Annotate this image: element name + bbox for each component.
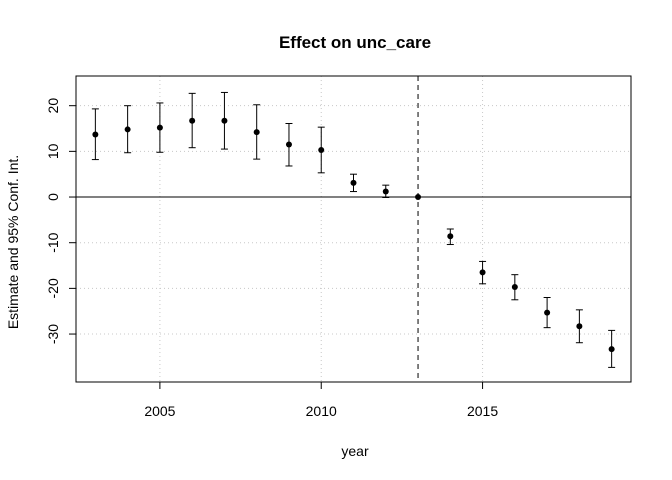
reference-lines: [76, 76, 631, 382]
data-point-group: [220, 91, 228, 150]
y-tick-label: 10: [45, 143, 61, 159]
estimate-point: [511, 284, 518, 291]
estimate-point: [92, 131, 99, 138]
data-point-group: [156, 102, 164, 153]
estimate-point: [350, 179, 357, 186]
data-point-group: [575, 309, 583, 344]
estimate-point: [479, 269, 486, 276]
x-axis-label: year: [341, 443, 369, 459]
data-point-group: [415, 194, 422, 201]
data-point-group: [253, 104, 261, 160]
estimate-point: [576, 323, 583, 330]
estimate-point: [447, 233, 454, 240]
data-point-group: [511, 274, 519, 301]
data-point-group: [317, 126, 325, 174]
data-point-group: [124, 105, 132, 154]
plot-frame: [75, 75, 632, 383]
data-point-group: [446, 228, 454, 246]
data-point-group: [479, 260, 487, 285]
estimate-point: [318, 146, 325, 153]
data-point-group: [285, 122, 293, 167]
estimate-point: [189, 117, 196, 124]
estimate-point: [221, 117, 228, 124]
data-points: [91, 91, 616, 368]
estimate-point: [608, 346, 615, 353]
estimate-point: [253, 129, 260, 136]
y-tick-label: 0: [45, 193, 61, 201]
data-point-group: [188, 92, 196, 149]
data-point-group: [350, 173, 357, 193]
x-tick-label: 2005: [144, 403, 175, 419]
estimate-point: [156, 124, 163, 131]
grid-lines: [76, 76, 631, 382]
data-point-group: [543, 297, 551, 329]
y-tick-label: -20: [45, 278, 61, 298]
estimate-point: [544, 309, 551, 316]
estimate-point: [415, 194, 422, 201]
data-point-group: [608, 329, 616, 368]
estimate-point: [382, 188, 389, 195]
y-tick-label: -10: [45, 232, 61, 252]
chart-title: Effect on unc_care: [279, 33, 431, 52]
data-point-group: [91, 108, 99, 161]
y-tick-label: 20: [45, 98, 61, 114]
x-tick-label: 2010: [306, 403, 337, 419]
y-tick-label: -30: [45, 324, 61, 344]
y-axis-label: Estimate and 95% Conf. Int.: [5, 155, 21, 329]
estimate-point: [285, 141, 292, 148]
estimate-point: [124, 126, 131, 133]
data-point-group: [382, 184, 390, 198]
x-tick-label: 2015: [467, 403, 498, 419]
